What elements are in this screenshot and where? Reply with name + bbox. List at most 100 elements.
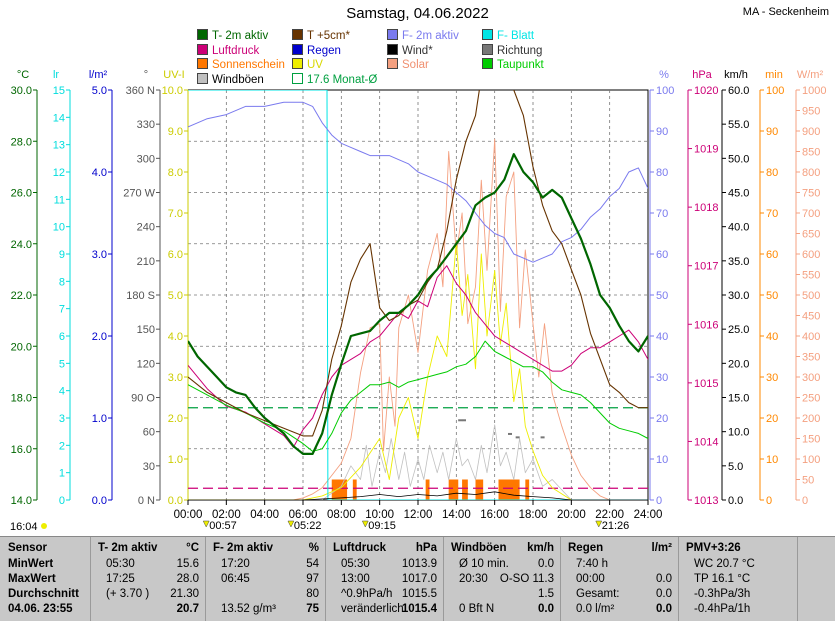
legend-label: T- 2m aktiv — [212, 30, 269, 42]
axis-unit: hPa — [692, 69, 712, 81]
axis-tick-label: 26.0 — [11, 188, 32, 200]
axis-tick-label: 3 — [59, 413, 65, 425]
axis-tick-label: 10.0 — [728, 427, 749, 439]
stats-row: MaxWert — [4, 572, 86, 586]
legend-label: Wind* — [402, 44, 433, 57]
axis-tick-label: 240 — [137, 222, 155, 234]
axis-tick-label: 5.0 — [92, 85, 107, 97]
axis-tick-label: 90 O — [131, 393, 155, 405]
axis-tick-label: 500 — [802, 290, 820, 302]
axis-tick-label: 50.0 — [728, 153, 749, 165]
axis-tick-label: 80 — [766, 167, 778, 179]
axis-tick-label: 1 — [59, 468, 65, 480]
axis-tick-label: 70 — [656, 208, 668, 220]
axis-unit: W/m² — [797, 69, 824, 81]
stats-header: Luftdruck hPa — [329, 541, 439, 555]
axis-tick-label: 12 — [53, 167, 65, 179]
sunshine-bar — [352, 479, 357, 500]
marker-label: 21:26 — [602, 520, 630, 532]
marker-label: 00:57 — [209, 520, 237, 532]
stats-cell-value: 97 — [306, 573, 319, 585]
stats-cell-value: 1017.0 — [401, 573, 437, 585]
axis-tick-label: 4.0 — [92, 167, 107, 179]
series-line — [188, 491, 648, 500]
stats-cell-value: 15.6 — [176, 558, 199, 570]
axis-tick-label: 1000 — [802, 85, 826, 97]
axis-tick-label: 40 — [656, 331, 668, 343]
stats-cell-value: 28.0 — [176, 573, 199, 585]
stats-column: Sensor MinWert MaxWert Durchschnitt 04.06. 2… — [0, 537, 91, 621]
legend-label: F- 2m aktiv — [402, 30, 459, 42]
axis-tick-label: 150 — [802, 434, 820, 446]
axis-tick-label: 60 — [766, 249, 778, 261]
axis-tick-label: 0 — [656, 495, 662, 507]
axis-unit: min — [765, 69, 783, 81]
axis-tick-label: 15 — [53, 85, 65, 97]
sunshine-bar — [525, 479, 530, 500]
axis-tick-label: 30.0 — [11, 85, 32, 97]
stats-row: 17:20 54 — [209, 557, 321, 571]
stats-cell-label: (+ 3.70 ) — [106, 588, 150, 600]
axis-tick-label: 2.0 — [168, 413, 183, 425]
stats-header-unit: km/h — [527, 542, 554, 554]
axis-tick-label: 1018 — [694, 202, 718, 214]
axis-tick-label: 4 — [59, 386, 65, 398]
legend-label: UV — [307, 59, 323, 71]
stats-row: 04.06. 23:55 — [4, 602, 86, 616]
legend-label: 17.6 Monat-Ø — [307, 73, 378, 86]
stats-cell-label: 13.52 g/m³ — [221, 603, 276, 615]
legend-entry: Wind* — [387, 43, 433, 58]
legend-swatch — [482, 58, 493, 69]
stats-cell-value: 1013.9 — [401, 558, 437, 570]
axis-tick-label: 90 — [766, 126, 778, 138]
axis-tick-label: 50 — [766, 290, 778, 302]
axis-tick-label: 700 — [802, 208, 820, 220]
stats-cell-label: 06:45 — [221, 573, 250, 585]
x-tick-label: 24:00 — [634, 509, 663, 521]
legend-entry: Solar — [387, 58, 429, 72]
axis-tick-label: 330 — [137, 119, 155, 131]
axis-tick-label: 9 — [59, 249, 65, 261]
stats-cell-label: 13:00 — [341, 573, 370, 585]
axis-tick-label: 250 — [802, 393, 820, 405]
legend-entry: Luftdruck — [197, 43, 259, 58]
stats-row: 06:45 97 — [209, 572, 321, 586]
stats-column: Regen l/m² 7:40 h 00:00 0.0 Gesamt: 0.0 0.0 l/m… — [560, 537, 679, 621]
marker-label: 16:04 — [10, 521, 38, 533]
direction-point — [462, 419, 466, 422]
legend-entry: UV — [292, 58, 323, 72]
axis-tick-label: 180 S — [126, 290, 155, 302]
legend-swatch — [197, 43, 208, 55]
chart-grid — [187, 89, 649, 501]
sunshine-bar — [425, 479, 430, 500]
stats-header-unit: °C — [186, 542, 199, 554]
axis-tick-label: 120 — [137, 358, 155, 370]
stats-cell-label: 04.06. 23:55 — [8, 603, 73, 615]
legend-entry: Windböen — [197, 72, 264, 87]
legend-swatch — [197, 58, 208, 69]
axis-tick-label: 0 — [766, 495, 772, 507]
stats-cell-value: 20.7 — [176, 603, 199, 615]
stats-cell-value: 75 — [306, 603, 319, 615]
axis-tick-label: 40.0 — [728, 222, 749, 234]
series-line — [188, 101, 648, 263]
axis-tick-label: 0 — [59, 495, 65, 507]
x-tick-label: 10:00 — [365, 509, 394, 521]
stats-header-label: Luftdruck — [333, 542, 387, 554]
axis-tick-label: 1017 — [694, 261, 718, 273]
axis-tick-label: 3.0 — [92, 249, 107, 261]
marker-dot — [41, 523, 47, 529]
axis-unit: l/m² — [89, 69, 108, 81]
axis-tick-label: 10 — [53, 222, 65, 234]
chart-axes: °C14.016.018.020.022.024.026.028.030.0lr… — [11, 69, 827, 507]
stats-column: Windböen km/h Ø 10 min. 0.0 20:30 O-SO 11.3 1.… — [443, 537, 561, 621]
axis-tick-label: 550 — [802, 270, 820, 282]
direction-point — [515, 436, 520, 439]
stats-cell-label: 00:00 — [576, 573, 605, 585]
stats-cell-value: 80 — [306, 588, 319, 600]
legend-label: Sonnenschein — [212, 59, 285, 71]
x-tick-label: 22:00 — [595, 509, 624, 521]
axis-tick-label: 0 N — [138, 495, 155, 507]
stats-header-unit: l/m² — [651, 542, 672, 554]
axis-tick-label: 13 — [53, 140, 65, 152]
